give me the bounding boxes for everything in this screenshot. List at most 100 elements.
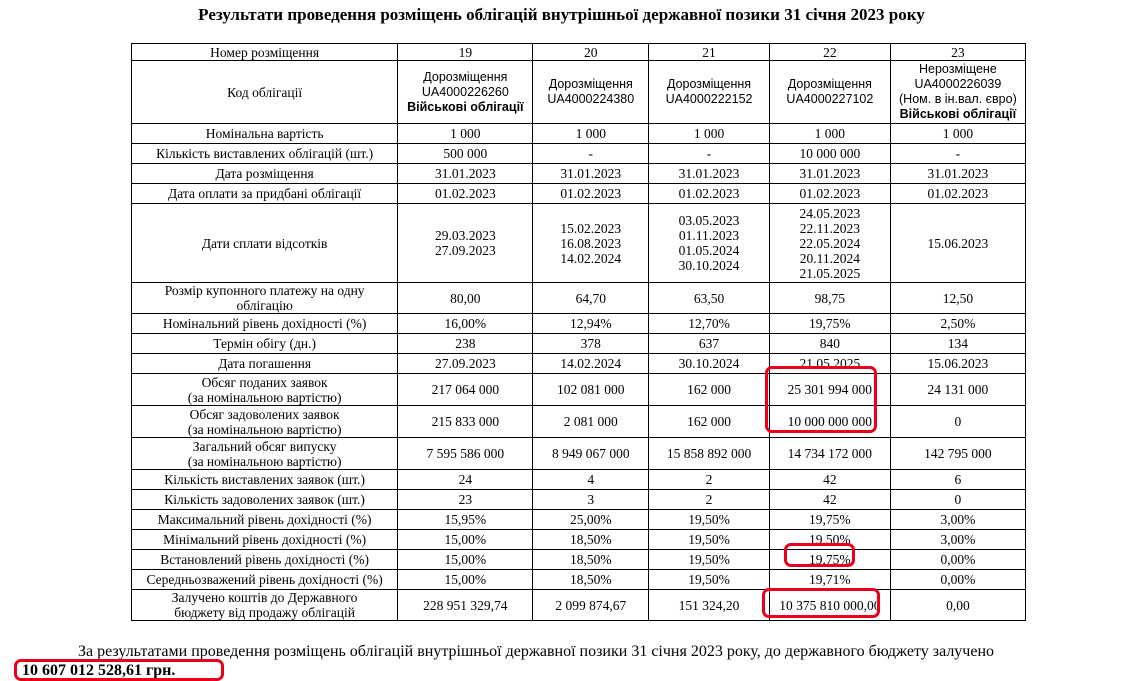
cell-line: Кількість виставлених заявок (шт.) — [164, 472, 365, 487]
cell-line: 15,00% — [444, 552, 487, 567]
cell-line: 840 — [819, 336, 840, 351]
military-bond-label: Військові облігації — [899, 107, 1017, 121]
value-cell: 1 000 — [648, 123, 770, 144]
cell-line: 2 — [705, 492, 713, 507]
value-cell: 3,00% — [889, 529, 1027, 550]
cell-line: Дати сплати відсотків — [201, 235, 328, 251]
cell-line: 31.01.2023 — [927, 166, 989, 181]
cell-line: 1 000 — [814, 126, 846, 141]
value-cell: 01.02.2023 — [889, 183, 1027, 204]
value-cell: 12,70% — [648, 313, 770, 334]
value-cell: 16,00% — [397, 313, 534, 334]
table-row: Дата оплати за придбані облігації 01.02.2… — [130, 183, 1027, 204]
value-cell: 10 375 810 000,00 — [768, 589, 891, 621]
cell-line: 18,50% — [569, 552, 612, 567]
value-cell: 19,50% — [768, 529, 891, 550]
cell-line: 19,75% — [809, 316, 851, 331]
military-bond-label: Військові облігації — [407, 99, 524, 114]
cell-line: 6 — [954, 472, 962, 487]
cell-line: - — [955, 146, 961, 161]
value-cell: 378 — [532, 333, 650, 354]
cell-line: 8 949 067 000 — [551, 446, 630, 461]
value-cell: 01.02.2023 — [648, 183, 770, 204]
cell-line: 7 595 586 000 — [426, 446, 505, 461]
value-cell: 80,00 — [397, 282, 534, 314]
value-cell: 134 — [889, 333, 1027, 354]
cell-line: 42 — [823, 492, 837, 507]
cell-line: 29.03.2023 — [434, 228, 496, 243]
cell-line: (за номінальною вартістю) — [187, 389, 342, 405]
value-cell: 15,00% — [397, 549, 534, 570]
value-cell: 98,75 — [768, 282, 891, 314]
cell-line: 500 000 — [443, 146, 488, 161]
value-cell: 1 000 — [397, 123, 534, 144]
table-row: Середньозважений рівень дохідності (%) 15… — [130, 569, 1027, 590]
value-cell: - — [532, 143, 650, 164]
value-cell: 21.05.2025 — [768, 353, 891, 374]
row-label: Кількість виставлених заявок (шт.) — [130, 469, 399, 490]
value-cell: 637 — [648, 333, 770, 354]
bond-code-line: Дорозміщення — [666, 77, 752, 91]
value-cell: 42 — [768, 489, 891, 510]
cell-line: Термін обігу (дн.) — [213, 336, 316, 351]
value-cell: 500 000 — [397, 143, 534, 164]
cell-line: 30.10.2024 — [678, 258, 740, 273]
cell-line: Розмір купонного платежу на одну — [164, 283, 365, 299]
value-cell: 8 949 067 000 — [532, 437, 650, 470]
value-cell: 24 — [397, 469, 534, 490]
cell-line: 102 081 000 — [557, 382, 625, 397]
cell-line: 31.01.2023 — [678, 166, 740, 181]
row-label: Розмір купонного платежу на одну облігаці… — [130, 282, 399, 314]
table-row: Номінальний рівень дохідності (%) 16,00% 1… — [130, 313, 1027, 334]
value-cell: 18,50% — [532, 569, 650, 590]
value-cell: 25,00% — [532, 509, 650, 530]
value-cell: 19,50% — [648, 569, 770, 590]
cell-line: 15,00% — [444, 572, 487, 587]
value-cell: 0,00 — [889, 589, 1027, 621]
cell-line: Дата розміщення — [215, 166, 314, 181]
cell-line: 01.02.2023 — [799, 186, 861, 201]
value-cell: 1 000 — [889, 123, 1027, 144]
value-cell: 19,75% — [768, 549, 891, 570]
cell-line: - — [706, 146, 712, 161]
value-cell: 2 — [648, 469, 770, 490]
cell-line: 98,75 — [814, 290, 846, 306]
table-row: Дата погашення 27.09.2023 14.02.2024 30.10.… — [130, 353, 1027, 374]
table-row: Мінімальний рівень дохідності (%) 15,00% 1… — [130, 529, 1027, 550]
cell-line: 22.11.2023 — [799, 220, 860, 236]
cell-line: 10 375 810 000,00 — [779, 597, 881, 613]
cell-line: 16,00% — [444, 316, 487, 331]
value-cell: 24.05.2023 22.11.2023 22.05.2024 20.11.2024… — [768, 203, 891, 283]
bond-code-line: UA4000227102 — [786, 92, 874, 106]
cell-line: 19,75% — [809, 552, 851, 567]
cell-line: 3 — [587, 492, 595, 507]
table-row: Обсяг задоволених заявок (за номінальною … — [130, 405, 1027, 438]
value-cell: 31.01.2023 — [397, 163, 534, 184]
cell-line: 19,50% — [688, 532, 730, 547]
cell-line: 1 000 — [693, 126, 725, 141]
value-cell: 12,94% — [532, 313, 650, 334]
cell-line: 63,50 — [693, 290, 725, 306]
placement-number-cell: 22 — [768, 43, 891, 61]
cell-line: 31.01.2023 — [434, 166, 496, 181]
value-cell: 18,50% — [532, 529, 650, 550]
cell-line: 20.11.2024 — [799, 250, 860, 266]
bond-code-cell: Дорозміщення UA4000224380 — [532, 60, 650, 124]
cell-line: 27.09.2023 — [434, 243, 496, 258]
bond-code-line: UA4000226260 — [421, 84, 509, 99]
value-cell: 01.02.2023 — [532, 183, 650, 204]
row-label: Обсяг поданих заявок (за номінальною варт… — [130, 373, 399, 406]
value-cell: 0,00% — [889, 549, 1027, 570]
placement-results-table: Номер розміщення 19 20 21 22 23 Код облігації Д… — [130, 43, 1027, 621]
cell-line: 15,00% — [444, 532, 487, 547]
bond-code-line: UA4000224380 — [547, 92, 635, 106]
cell-line: 4 — [587, 472, 595, 487]
cell-line: 10 000 000 000 — [787, 414, 873, 429]
value-cell: 6 — [889, 469, 1027, 490]
value-cell: 29.03.2023 27.09.2023 — [397, 203, 534, 283]
value-cell: 31.01.2023 — [532, 163, 650, 184]
cell-line: 0,00% — [940, 552, 976, 567]
placement-number-cell: 21 — [648, 43, 770, 61]
cell-line: бюджету від продажу облігацій — [174, 605, 355, 620]
value-cell: 2,50% — [889, 313, 1027, 334]
